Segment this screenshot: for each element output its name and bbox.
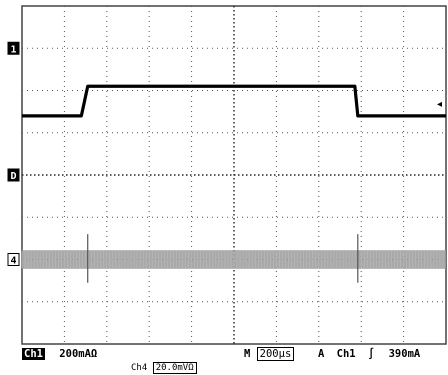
ch1-scale-readout: Ch1 200mAΩ: [22, 348, 97, 360]
trigger-level-arrow-icon: ◂: [437, 99, 442, 110]
trigger-channel: Ch1: [336, 348, 356, 360]
ch4-marker-box: [7, 253, 20, 266]
trigger-prefix: A: [318, 348, 325, 360]
ch1-marker-box: [7, 41, 20, 55]
trigger-readout: A Ch1 ∫ 390mA: [318, 348, 420, 360]
ch1-scale: 200mA: [59, 348, 91, 360]
ch4-scale-readout: Ch4 20.0mVΩ: [131, 362, 197, 374]
ch4-unit-symbol: Ω: [188, 363, 194, 373]
ground-marker-label: D: [10, 171, 16, 182]
ch1-marker-label: 1: [10, 44, 16, 55]
ch1-label: Ch1: [22, 348, 45, 360]
ch4-marker-label: 4: [10, 256, 16, 267]
time-prefix: M: [244, 348, 251, 360]
ch4-scale: 20.0mV: [155, 363, 189, 373]
trigger-level: 390mA: [388, 348, 421, 360]
ch1-trace: [22, 84, 446, 118]
ground-marker-box: [7, 168, 20, 182]
ch4-scale-box: 20.0mVΩ: [152, 362, 197, 374]
ch1-unit-symbol: Ω: [90, 348, 98, 360]
channel-markers: 1 4 D ◂: [7, 41, 442, 267]
ch4-label: Ch4: [131, 363, 148, 373]
timebase-value: 200μs: [256, 347, 295, 361]
trigger-slope-icon: ∫: [367, 348, 375, 360]
traces: [21, 84, 446, 283]
timebase-readout: M 200μs: [244, 347, 295, 361]
